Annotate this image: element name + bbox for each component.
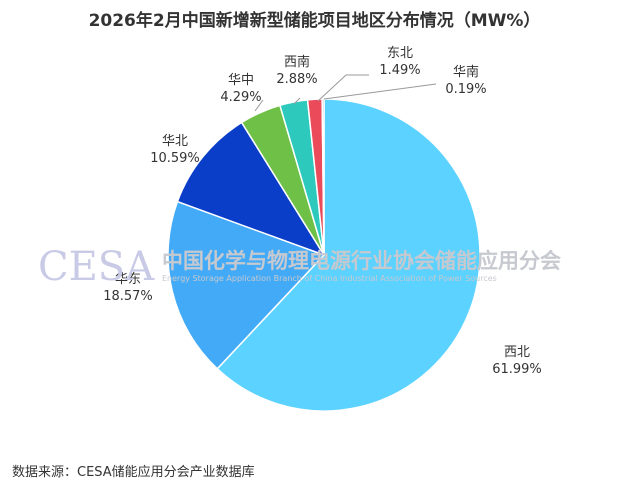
slice-label-northeast: 东北: [387, 46, 413, 61]
leader-lines: [254, 74, 437, 112]
slice-label-northwest: 西北: [504, 345, 530, 360]
slice-value-southwest: 2.88%: [276, 72, 317, 87]
slice-value-central: 4.29%: [220, 90, 261, 105]
slice-label-east: 华东: [115, 272, 141, 287]
leader-line-central: [254, 99, 264, 112]
slice-labels: 西北 61.99% 华东 18.57% 华北 10.59% 华中 4.29% 西南 2.88% 东北…: [103, 46, 542, 377]
pie-slice-south: [321, 98, 325, 256]
slice-value-east: 18.57%: [103, 289, 153, 304]
leader-line-south: [323, 83, 437, 100]
leader-line-northeast: [317, 74, 369, 102]
slice-label-southwest: 西南: [284, 54, 310, 70]
slice-label-north: 华北: [162, 134, 188, 149]
slice-value-northwest: 61.99%: [492, 362, 542, 377]
slice-value-north: 10.59%: [150, 151, 200, 166]
pie-slice-east: [167, 200, 326, 370]
pie-slice-northwest: [216, 98, 481, 412]
source-note: 数据来源：CESA储能应用分会产业数据库: [12, 465, 255, 480]
watermark-name-cn: 中国化学与物理电源行业协会储能应用分会: [162, 249, 561, 273]
leader-line-southwest: [293, 97, 301, 105]
pie-slices: [167, 98, 481, 412]
chart-title: 2026年2月中国新增新型储能项目地区分布情况（MW%）: [88, 11, 541, 31]
slice-label-central: 华中: [228, 73, 254, 88]
watermark: CESA 中国化学与物理电源行业协会储能应用分会 Energy Storage …: [38, 244, 561, 290]
pie-slice-north: [176, 121, 326, 257]
slice-value-northeast: 1.49%: [379, 63, 420, 78]
watermark-logo: CESA: [38, 244, 155, 290]
watermark-name-en: Energy Storage Application Branch of Chi…: [162, 274, 497, 283]
slice-label-south: 华南: [453, 64, 479, 80]
slice-value-south: 0.19%: [445, 82, 486, 97]
